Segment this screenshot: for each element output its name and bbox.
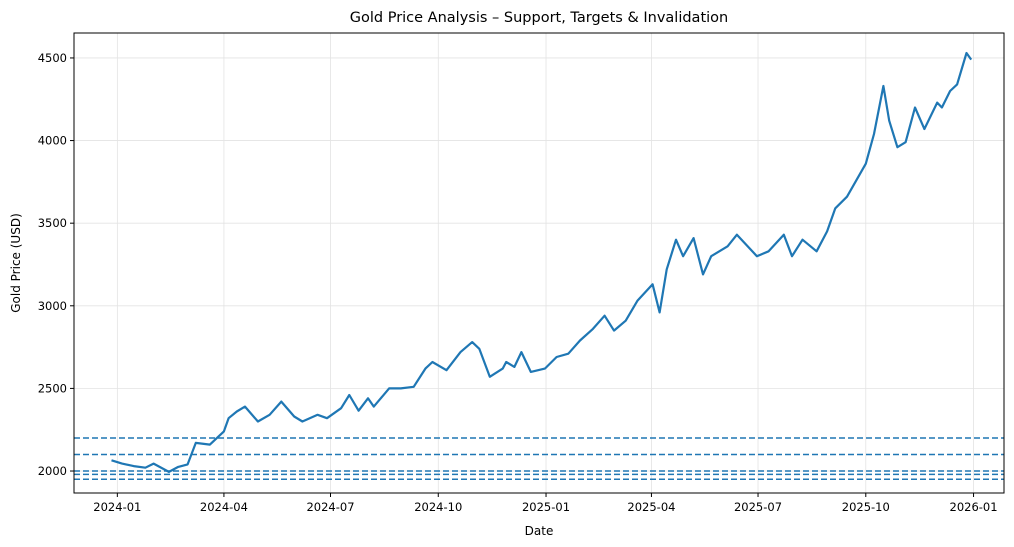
grid (74, 33, 1004, 493)
y-tick-label: 3000 (38, 299, 67, 313)
x-tick-label: 2024-04 (200, 500, 248, 514)
x-axis-label: Date (525, 524, 554, 538)
x-tick-label: 2024-10 (414, 500, 462, 514)
x-tick-label: 2026-01 (950, 500, 998, 514)
y-tick-label: 4000 (38, 134, 67, 148)
horizontal-levels (74, 437, 1004, 481)
y-tick-label: 3500 (38, 216, 67, 230)
y-tick-label: 2000 (38, 464, 67, 478)
y-tick-label: 4500 (38, 51, 67, 65)
x-tick-label: 2025-10 (842, 500, 890, 514)
x-tick-label: 2024-07 (306, 500, 354, 514)
x-axis-ticks: 2024-01 2024-04 2024-07 2024-10 2025-01 2025-… (93, 493, 998, 514)
plot-frame (73, 32, 1005, 494)
y-tick-label: 2500 (38, 381, 67, 395)
x-tick-label: 2024-01 (93, 500, 141, 514)
x-tick-label: 2025-07 (734, 500, 782, 514)
x-tick-label: 2025-04 (627, 500, 675, 514)
y-axis-label: Gold Price (USD) (9, 213, 23, 313)
y-axis-ticks: 2000 2500 3000 3500 4000 4500 (38, 51, 74, 478)
x-tick-label: 2025-01 (522, 500, 570, 514)
chart-title: Gold Price Analysis – Support, Targets &… (350, 10, 728, 26)
price-line (111, 51, 973, 473)
